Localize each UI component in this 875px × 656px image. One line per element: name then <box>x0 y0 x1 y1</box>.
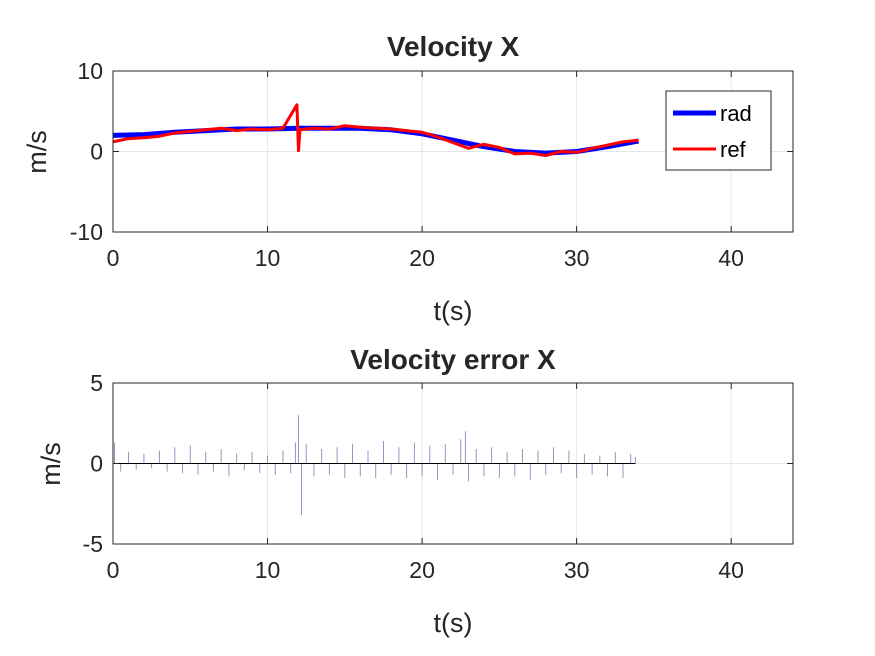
y-tick-label: -5 <box>83 531 103 557</box>
y-tick-label: 0 <box>90 451 103 477</box>
series-line-ref <box>112 103 639 157</box>
velocity-x-plot: Velocity X t(s) m/s 0 10 20 30 40-10010radre… <box>22 31 794 326</box>
x-tick-label: 40 <box>718 557 744 583</box>
x-tick-label: 20 <box>409 557 435 583</box>
x-tick-label: 30 <box>564 557 590 583</box>
x-tick-label: 40 <box>718 245 744 271</box>
x-tick-label: 30 <box>564 245 590 271</box>
x-axis-label: t(s) <box>434 608 473 638</box>
y-tick-label: 5 <box>90 370 103 396</box>
x-tick-label: 0 <box>107 557 120 583</box>
velocity-error-x-plot: Velocity error X t(s) m/s 0 10 20 30 40-505 <box>36 344 794 638</box>
plot-title: Velocity X <box>387 31 520 62</box>
y-tick-label: 0 <box>90 139 103 165</box>
legend-label-rad: rad <box>720 101 752 126</box>
x-axis-label: t(s) <box>434 296 473 326</box>
y-axis-label: m/s <box>22 130 52 174</box>
plot-title: Velocity error X <box>350 344 556 375</box>
legend-box <box>665 90 772 171</box>
x-tick-label: 10 <box>255 557 281 583</box>
y-axis-label: m/s <box>36 442 66 486</box>
y-tick-label: -10 <box>70 219 103 245</box>
x-tick-label: 10 <box>255 245 281 271</box>
y-tick-label: 10 <box>77 58 103 84</box>
x-tick-label: 0 <box>107 245 120 271</box>
x-tick-label: 20 <box>409 245 435 271</box>
legend-label-ref: ref <box>720 137 747 162</box>
